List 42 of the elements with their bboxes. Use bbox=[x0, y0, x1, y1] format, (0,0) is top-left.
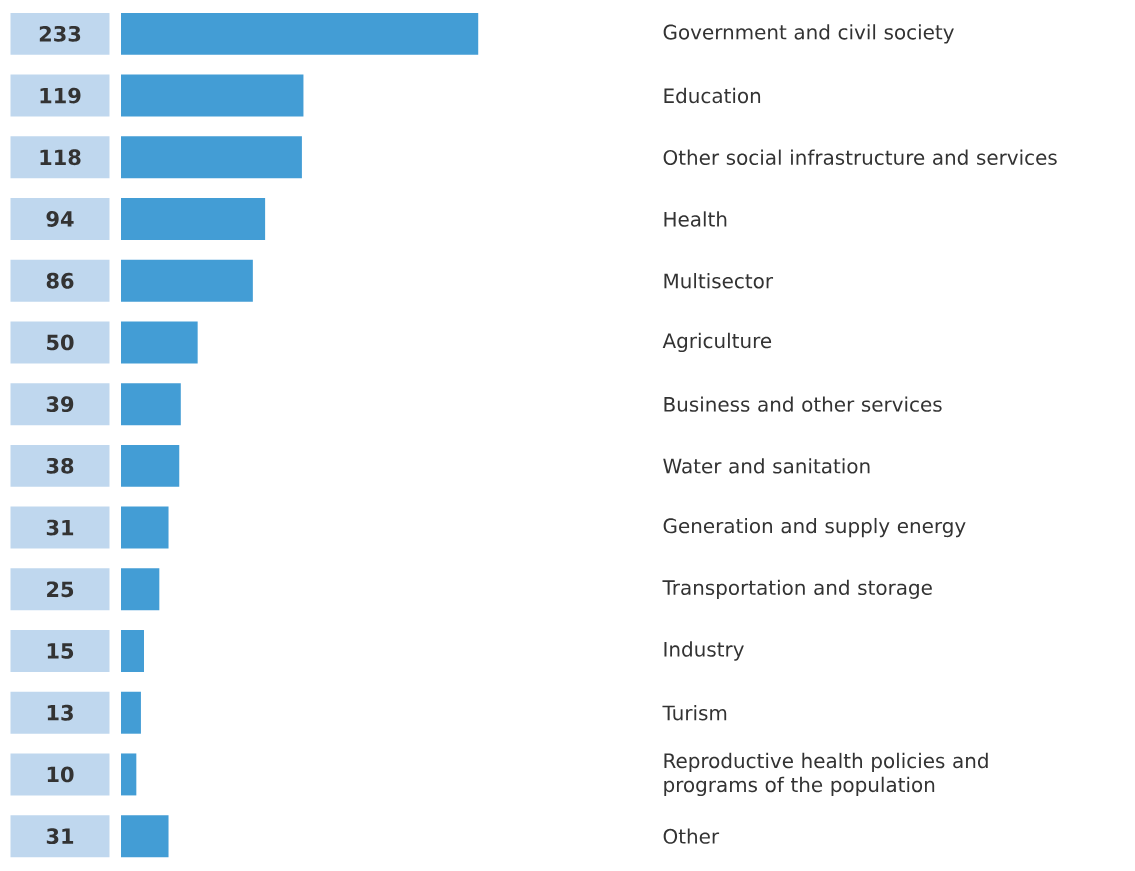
y-tick-label: Education bbox=[664, 87, 761, 104]
y-tick-label: Business and other services bbox=[664, 396, 942, 412]
y-tick-label: Reproductive health policies and programs of the population bbox=[664, 752, 988, 797]
data-label: 118 bbox=[40, 149, 81, 166]
y-tick-label: Industry bbox=[664, 641, 744, 661]
bar bbox=[121, 198, 266, 240]
data-label: 39 bbox=[46, 396, 74, 413]
data-label: 31 bbox=[46, 828, 74, 845]
data-label: 25 bbox=[47, 581, 74, 598]
bar bbox=[121, 568, 160, 611]
data-label: 86 bbox=[46, 272, 74, 289]
bar bbox=[121, 321, 198, 364]
bar bbox=[121, 74, 304, 117]
bar bbox=[121, 383, 181, 426]
y-tick-label: Other social infrastructure and services bbox=[663, 149, 1057, 165]
y-tick-label: Agriculture bbox=[662, 332, 772, 353]
bar bbox=[121, 691, 141, 734]
y-tick-label: Turism bbox=[662, 705, 727, 721]
bar bbox=[121, 259, 253, 302]
data-label: 233 bbox=[39, 25, 81, 42]
data-label: 13 bbox=[47, 704, 73, 721]
bar bbox=[121, 136, 302, 179]
y-tick-label: Generation and supply energy bbox=[663, 517, 966, 538]
data-label: 119 bbox=[40, 87, 81, 104]
y-tick-label: Multisector bbox=[664, 273, 774, 289]
y-tick-label: Other bbox=[663, 828, 720, 844]
data-label: 38 bbox=[46, 457, 74, 474]
bar bbox=[121, 815, 169, 858]
bar bbox=[121, 444, 180, 487]
y-tick-label: Government and civil society bbox=[663, 24, 954, 44]
bar bbox=[121, 630, 144, 672]
data-label: 31 bbox=[46, 519, 74, 536]
y-tick-label: Health bbox=[664, 211, 727, 227]
data-label: 15 bbox=[47, 643, 74, 659]
data-label: 10 bbox=[47, 766, 74, 783]
data-label: 50 bbox=[47, 334, 74, 351]
bar bbox=[121, 506, 169, 549]
bar bbox=[121, 12, 479, 55]
data-label: 94 bbox=[46, 211, 74, 227]
y-tick-label: Transportation and storage bbox=[662, 579, 932, 599]
bar bbox=[121, 753, 137, 796]
y-tick-label: Water and sanitation bbox=[663, 458, 870, 474]
